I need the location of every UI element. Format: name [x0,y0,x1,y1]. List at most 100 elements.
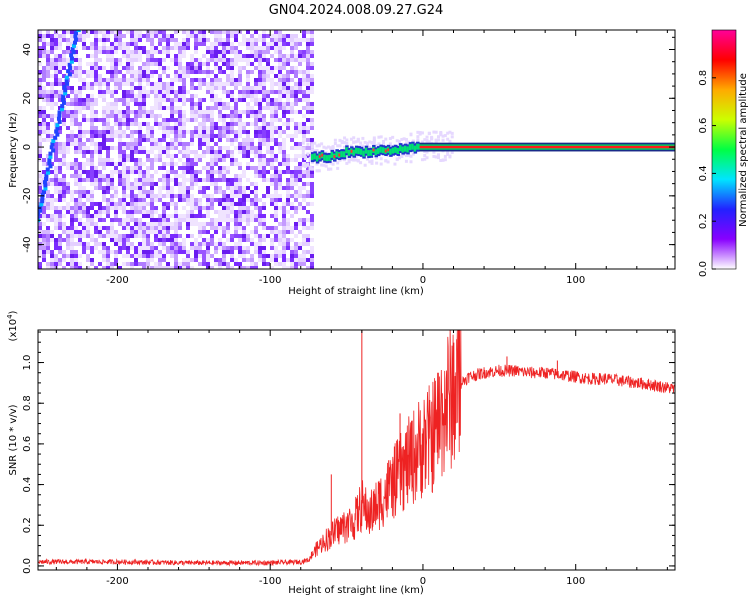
heat-cell [302,174,306,178]
heat-cell [258,82,262,86]
heat-cell [138,146,142,150]
heat-cell [214,38,218,42]
heat-cell [130,30,134,34]
heat-cell [126,70,130,74]
heat-cell [222,82,226,86]
track-cell-mid [374,149,379,156]
heat-cell [74,182,78,186]
heat-cell [250,34,254,38]
track-cell-mid [367,150,371,157]
heat-cell [46,206,50,210]
heat-cell [118,46,122,50]
heat-cell [234,138,238,142]
heat-cell [130,214,134,218]
heat-cell [242,150,246,154]
heat-cell [158,194,162,198]
heat-cell [38,238,42,242]
heat-cell [138,94,142,98]
heat-cell [110,146,114,150]
heat-cell [146,242,150,246]
heat-cell [298,166,302,170]
heat-cell [206,194,210,198]
heat-cell [210,98,214,102]
heat-cell [294,38,298,42]
heat-cell [106,234,110,238]
heat-cell [266,74,270,78]
heat-cell [170,110,174,114]
heat-cell [62,194,66,198]
heat-cell [90,234,94,238]
heat-cell [306,98,310,102]
heat-cell [270,194,274,198]
heat-cell [154,222,158,226]
heat-cell [150,190,154,194]
heat-cell [130,182,134,186]
heat-cell [126,262,130,266]
heat-cell [190,234,194,238]
heat-cell [74,54,78,58]
heat-cell [298,142,302,146]
heat-cell [286,86,290,90]
heat-cell [54,226,58,230]
heat-cell [286,210,290,214]
heat-cell [250,142,254,146]
heat-cell [142,198,146,202]
heat-cell [114,42,118,46]
heat-cell [78,130,82,134]
heat-cell [190,210,194,214]
heat-cell [282,230,286,234]
heat-cell [150,86,154,90]
heat-cell [198,142,202,146]
heat-cell [234,226,238,230]
heat-cell [278,98,282,102]
heat-cell [86,146,90,150]
heat-cell [298,86,302,90]
heat-cell [130,66,134,70]
heat-cell [58,186,62,190]
heat-cell [174,90,178,94]
heat-cell [54,102,58,106]
heat-cell [258,126,262,130]
heat-cell [54,42,58,46]
track-halo [304,164,308,168]
snr-y-label: SNR (10 * v/v) [8,404,19,475]
heat-cell [150,38,154,42]
heat-cell [202,154,206,158]
heat-cell [170,170,174,174]
heat-cell [170,226,174,230]
track-halo [333,141,337,145]
heat-cell [74,90,78,94]
heat-cell [158,238,162,242]
heat-cell [218,198,222,202]
heat-cell [90,62,94,66]
heat-cell [110,182,114,186]
heat-cell [230,190,234,194]
heat-cell [122,174,126,178]
heat-cell [158,50,162,54]
heat-cell [50,258,54,262]
heat-cell [158,230,162,234]
heat-cell [266,146,270,150]
track-halo [354,140,358,144]
track-cell-mid [340,151,344,158]
heat-cell [126,194,130,198]
heat-cell [90,30,94,34]
heat-cell [122,246,126,250]
heat-cell [282,226,286,230]
heat-cell [178,158,182,162]
heat-cell [50,46,54,50]
heat-cell [126,166,130,170]
heat-cell [266,98,270,102]
heat-cell [74,178,78,182]
heat-cell [82,230,86,234]
heat-cell [110,94,114,98]
heat-cell [94,30,98,34]
heat-cell [42,230,46,234]
heat-cell [158,34,162,38]
heat-cell [154,70,158,74]
heat-cell [310,262,314,266]
heat-cell [166,186,170,190]
heat-cell [90,246,94,250]
heat-cell [294,58,298,62]
heat-cell [166,178,170,182]
